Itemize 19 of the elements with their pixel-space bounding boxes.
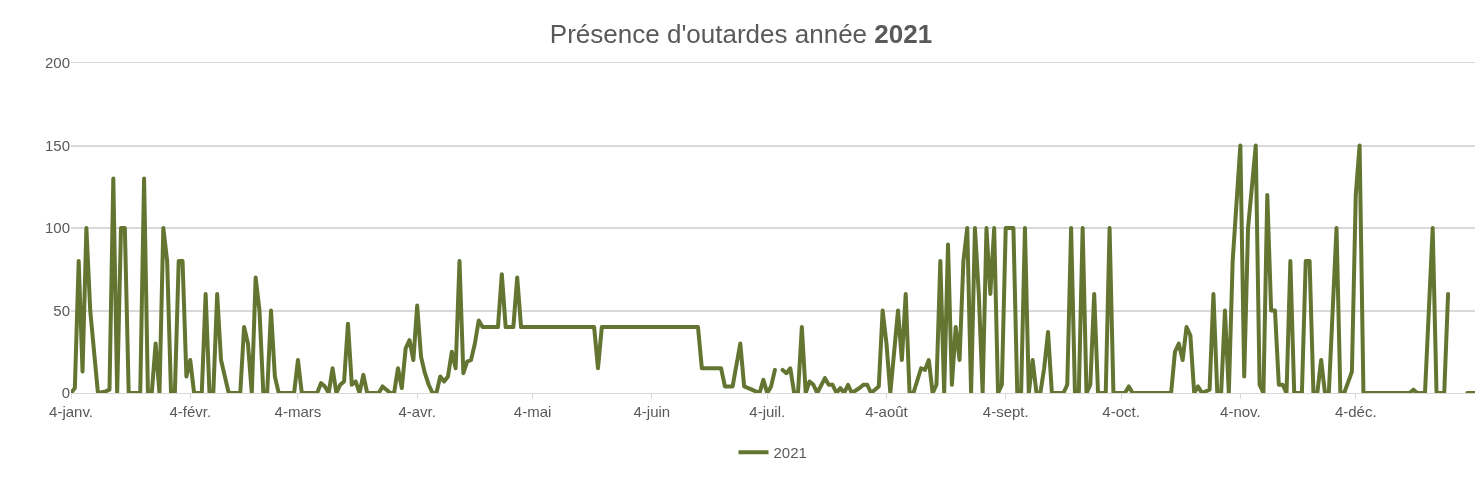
y-tick-label: 150 bbox=[44, 136, 70, 154]
chart-title: Présence d'outardes année 2021 bbox=[549, 18, 933, 49]
y-tick-label: 200 bbox=[44, 54, 70, 72]
x-tick-label: 4-juin bbox=[633, 403, 671, 420]
y-tick-label: 100 bbox=[44, 219, 70, 237]
y-tick-label: 50 bbox=[53, 301, 70, 319]
x-tick-label: 4-févr. bbox=[169, 403, 212, 420]
x-tick-label: 4-janv. bbox=[49, 403, 93, 420]
y-tick-label: 0 bbox=[61, 384, 70, 402]
x-tick-label: 4-déc. bbox=[1334, 403, 1377, 420]
x-tick-label: 4-mai bbox=[513, 403, 552, 420]
x-tick-label: 4-nov. bbox=[1220, 403, 1261, 420]
x-tick-label: 4-mars bbox=[274, 403, 322, 420]
x-tick-label: 4-sept. bbox=[982, 403, 1029, 420]
x-tick-label: 4-avr. bbox=[398, 403, 436, 420]
x-tick-label: 4-août bbox=[865, 403, 909, 420]
legend-label: 2021 bbox=[773, 444, 807, 461]
x-tick-label: 4-oct. bbox=[1102, 403, 1140, 420]
x-tick-label: 4-juil. bbox=[749, 403, 786, 420]
